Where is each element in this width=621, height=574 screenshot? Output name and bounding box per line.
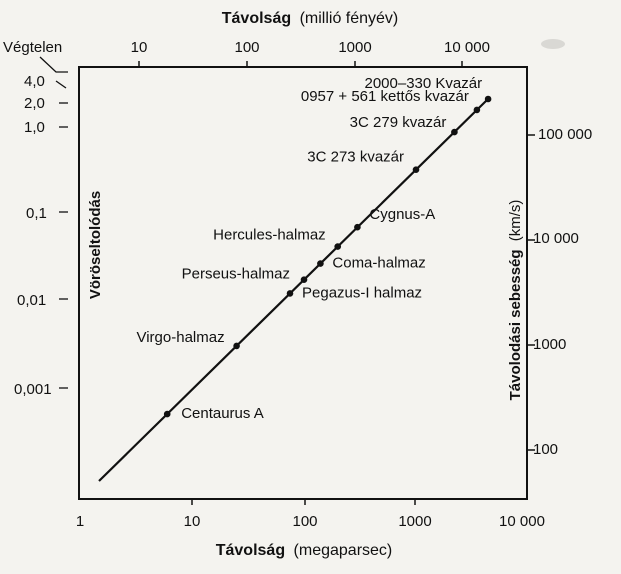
bottom-tick-label: 10 (184, 513, 201, 530)
top-tick-label: 10 (131, 39, 148, 56)
y-axis-right-title-bold: Távolodási sebesség (507, 249, 524, 400)
hubble-line (98, 99, 488, 482)
left-ticks: Végtelen 4,0 2,0 1,0 0,1 0,01 0,001 (3, 39, 68, 398)
x-axis-title-bold: Távolság (216, 542, 285, 559)
top-tick-label: 10 000 (444, 39, 490, 56)
right-ticks: 100 000 10 000 1000 100 (527, 126, 592, 458)
point-label: Cygnus-A (369, 206, 435, 223)
data-point (451, 128, 458, 136)
top-axis-title: Távolság (millió fényév) (222, 10, 399, 27)
point-label: Hercules-halmaz (213, 227, 326, 244)
point-label: 3C 279 kvazár (350, 114, 447, 131)
left-tick-label: 1,0 (24, 119, 45, 136)
x-axis-title-unit: (megaparsec) (294, 542, 393, 559)
y-axis-right-title-unit: (km/s) (507, 200, 524, 242)
top-tick-label: 100 (234, 39, 259, 56)
bottom-tick-label: 100 (292, 513, 317, 530)
y-axis-left-title: Vöröseltolódás (87, 191, 104, 299)
right-tick-label: 1000 (533, 336, 566, 353)
data-point (354, 223, 361, 231)
bottom-tick-label: 10 000 (499, 513, 545, 530)
bottom-tick-label: 1000 (398, 513, 431, 530)
top-tick-label: 1000 (338, 39, 371, 56)
data-point (233, 342, 240, 350)
data-point (473, 106, 481, 114)
right-tick-label: 100 000 (538, 126, 592, 143)
right-tick-label: 100 (533, 441, 558, 458)
y-axis-right-title: Távolodási sebesség (km/s) (507, 200, 524, 401)
data-points (163, 95, 492, 418)
top-ticks: 10 100 1000 10 000 (131, 39, 490, 67)
leader-line (55, 80, 67, 89)
left-tick-label: 0,1 (26, 205, 47, 222)
point-label: Perseus-halmaz (182, 266, 290, 283)
right-tick-label: 10 000 (533, 230, 579, 247)
data-point (286, 290, 294, 297)
top-axis-title-unit: (millió fényév) (300, 10, 399, 27)
point-label: Pegazus-I halmaz (302, 284, 422, 301)
data-point (412, 166, 420, 173)
bottom-ticks: 1 10 100 1000 10 000 (76, 499, 545, 530)
point-label: 0957 + 561 kettős kvazár (301, 88, 469, 105)
left-tick-label: 2,0 (24, 95, 45, 112)
left-tick-label: Végtelen (3, 39, 62, 56)
left-tick-label: 0,001 (14, 381, 52, 398)
point-label: Virgo-halmaz (136, 329, 224, 346)
data-point (484, 95, 492, 103)
data-point (334, 243, 342, 250)
bottom-tick-label: 1 (76, 513, 84, 530)
point-label: Centaurus A (181, 405, 264, 422)
data-point (317, 260, 324, 267)
leader-line (39, 56, 68, 73)
paper-smudge (541, 39, 565, 49)
data-point (163, 410, 171, 418)
point-label: Coma-halmaz (332, 255, 425, 272)
point-label: 2000–330 Kvazár (365, 75, 483, 92)
point-label: 3C 273 kvazár (307, 149, 404, 166)
left-tick-label: 4,0 (24, 73, 45, 90)
left-tick-label: 0,01 (17, 292, 46, 309)
plot-frame (78, 66, 528, 500)
data-point (300, 276, 308, 284)
top-axis-title-bold: Távolság (222, 10, 291, 27)
x-axis-title: Távolság (megaparsec) (216, 542, 393, 559)
point-labels: Centaurus A Virgo-halmaz Pegazus-I halmaz P… (136, 75, 482, 422)
